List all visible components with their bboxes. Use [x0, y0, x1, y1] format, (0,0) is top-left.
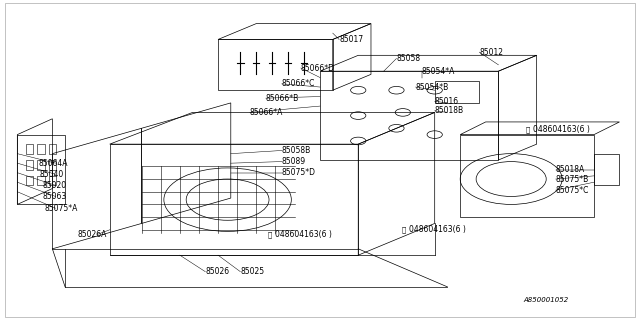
Text: 85075*C: 85075*C [556, 186, 589, 195]
Text: 85066*A: 85066*A [250, 108, 284, 117]
Text: 85054*A: 85054*A [422, 67, 455, 76]
Text: 85066*C: 85066*C [282, 79, 315, 88]
Text: 85040: 85040 [40, 170, 64, 179]
Text: Ⓢ: Ⓢ [401, 227, 406, 233]
Text: 85012: 85012 [479, 48, 503, 57]
Bar [49, 160, 56, 170]
Bar [49, 176, 56, 185]
Text: 85089: 85089 [282, 157, 306, 166]
Bar [37, 176, 45, 185]
Bar [49, 144, 56, 154]
Text: 85018A: 85018A [556, 165, 585, 174]
Text: 85063: 85063 [43, 192, 67, 201]
Text: 85025: 85025 [241, 267, 264, 276]
Text: 85075*D: 85075*D [282, 168, 316, 177]
Text: 85075*A: 85075*A [45, 204, 78, 213]
Text: 85020: 85020 [43, 181, 67, 190]
Text: A850001052: A850001052 [524, 297, 568, 303]
Text: 048604163(6 ): 048604163(6 ) [409, 225, 466, 234]
Bar [37, 160, 45, 170]
Text: 85018B: 85018B [435, 106, 464, 115]
Bar [37, 144, 45, 154]
Text: 048604163(6 ): 048604163(6 ) [534, 125, 590, 134]
Text: 85016: 85016 [435, 97, 459, 106]
Bar [26, 160, 33, 170]
Text: 85054*B: 85054*B [415, 83, 449, 92]
Text: 85026: 85026 [205, 267, 229, 276]
Text: Ⓢ: Ⓢ [268, 231, 272, 238]
Text: 85058: 85058 [396, 54, 420, 63]
Text: 85066*D: 85066*D [301, 63, 335, 73]
Text: 85064A: 85064A [38, 159, 68, 168]
Text: Ⓢ: Ⓢ [526, 126, 530, 133]
Bar [26, 144, 33, 154]
Bar [26, 176, 33, 185]
Text: 85066*B: 85066*B [266, 94, 299, 103]
Text: 85026A: 85026A [78, 230, 108, 239]
Text: 85075*B: 85075*B [556, 174, 589, 184]
Text: 85058B: 85058B [282, 146, 311, 155]
Text: 048604163(6 ): 048604163(6 ) [275, 230, 332, 239]
Text: 85017: 85017 [339, 35, 364, 44]
